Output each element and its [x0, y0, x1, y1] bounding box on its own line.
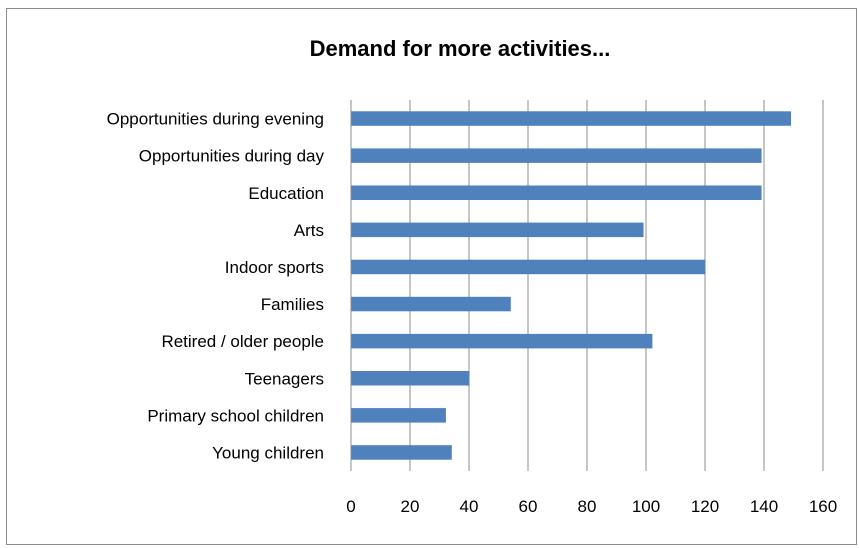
bar: [351, 148, 762, 163]
bar: [351, 408, 446, 423]
category-label: Indoor sports: [225, 258, 324, 277]
x-tick-label: 20: [401, 497, 420, 516]
category-label: Retired / older people: [161, 332, 324, 351]
category-labels: Opportunities during evening Opportunitie…: [107, 110, 325, 463]
bar: [351, 222, 644, 238]
category-label: Education: [248, 184, 324, 203]
bar: [351, 371, 470, 386]
category-label: Families: [261, 295, 324, 314]
category-label: Arts: [294, 221, 324, 240]
x-tick-label: 140: [750, 497, 778, 516]
bar: [351, 259, 706, 275]
x-tick-labels: 0 20 40 60 80 100 120 140 160: [346, 497, 837, 516]
x-tick-label: 120: [691, 497, 719, 516]
x-tick-label: 40: [460, 497, 479, 516]
chart-title: Demand for more activities...: [310, 36, 611, 61]
category-label: Opportunities during evening: [107, 110, 324, 129]
x-tick-label: 0: [346, 497, 355, 516]
x-tick-label: 80: [578, 497, 597, 516]
category-label: Teenagers: [245, 369, 324, 388]
category-label: Opportunities during day: [139, 147, 325, 166]
x-tick-label: 160: [809, 497, 837, 516]
x-tick-label: 100: [632, 497, 660, 516]
category-label: Primary school children: [147, 406, 324, 425]
bars: [351, 111, 792, 460]
category-label: Young children: [212, 443, 324, 462]
bar: [351, 296, 511, 312]
bar: [351, 445, 452, 460]
bar: [351, 111, 792, 126]
bar: [351, 185, 762, 200]
bar: [351, 333, 653, 349]
x-tick-label: 60: [519, 497, 538, 516]
